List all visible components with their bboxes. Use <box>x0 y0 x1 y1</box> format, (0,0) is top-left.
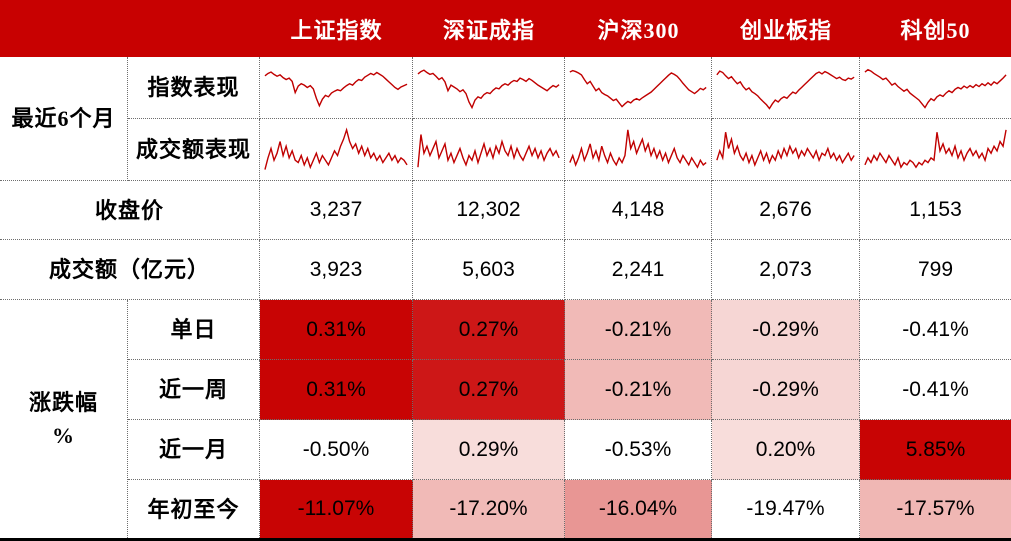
change-value-cell: -0.21% <box>565 300 712 360</box>
change-group-label-text: 涨跌幅 <box>28 390 98 415</box>
row-label-index-performance: 指数表现 <box>128 57 260 119</box>
change-value-cell: 5.85% <box>860 420 1011 480</box>
change-value-cell: -19.47% <box>712 480 860 538</box>
change-row-label-2: 近一月 <box>128 420 260 480</box>
row-label-turnover: 成交额（亿元） <box>0 240 260 300</box>
volume-sparkline-2 <box>565 119 712 181</box>
column-header-3: 创业板指 <box>712 0 860 57</box>
column-header-2: 沪深300 <box>565 0 712 57</box>
change-value-cell: 0.29% <box>413 420 565 480</box>
index-line-chart-3 <box>714 60 857 115</box>
index-performance-sparkline-0 <box>260 57 413 119</box>
change-value-cell: 0.27% <box>413 300 565 360</box>
row-label-close-price: 收盘价 <box>0 181 260 240</box>
volume-line-chart-1 <box>415 122 562 177</box>
index-line-chart-2 <box>567 60 709 115</box>
change-value-cell: -0.29% <box>712 300 860 360</box>
volume-sparkline-3 <box>712 119 860 181</box>
change-row-label-3: 年初至今 <box>128 480 260 538</box>
change-value-cell: 0.27% <box>413 360 565 420</box>
volume-line-chart-0 <box>262 122 410 177</box>
change-value-cell: -16.04% <box>565 480 712 538</box>
change-value-cell: 0.31% <box>260 360 413 420</box>
index-line-chart-1 <box>415 60 562 115</box>
volume-sparkline-4 <box>860 119 1011 181</box>
index-line-chart-0 <box>262 60 410 115</box>
row-group-label-recent-6-months: 最近6个月 <box>0 57 128 181</box>
column-header-4: 科创50 <box>860 0 1011 57</box>
volume-sparkline-0 <box>260 119 413 181</box>
change-value-cell: -0.21% <box>565 360 712 420</box>
change-value-cell: -0.53% <box>565 420 712 480</box>
turnover-value-0: 3,923 <box>260 240 413 300</box>
change-value-cell: -0.29% <box>712 360 860 420</box>
row-label-volume-performance: 成交额表现 <box>128 119 260 181</box>
index-performance-sparkline-3 <box>712 57 860 119</box>
change-value-cell: 0.20% <box>712 420 860 480</box>
index-performance-sparkline-2 <box>565 57 712 119</box>
change-value-cell: -17.57% <box>860 480 1011 538</box>
volume-line-chart-2 <box>567 122 709 177</box>
turnover-value-3: 2,073 <box>712 240 860 300</box>
index-line-chart-4 <box>862 60 1009 115</box>
index-performance-sparkline-1 <box>413 57 565 119</box>
close-price-value-2: 4,148 <box>565 181 712 240</box>
header-empty-corner <box>0 0 260 57</box>
volume-line-chart-3 <box>714 122 857 177</box>
change-value-cell: -17.20% <box>413 480 565 538</box>
turnover-value-4: 799 <box>860 240 1011 300</box>
turnover-value-1: 5,603 <box>413 240 565 300</box>
index-performance-sparkline-4 <box>860 57 1011 119</box>
close-price-value-1: 12,302 <box>413 181 565 240</box>
change-group-label-percent-sign: % <box>52 423 75 448</box>
column-header-0: 上证指数 <box>260 0 413 57</box>
change-value-cell: 0.31% <box>260 300 413 360</box>
row-group-label-change-pct: 涨跌幅 % <box>0 300 128 538</box>
close-price-value-0: 3,237 <box>260 181 413 240</box>
close-price-value-3: 2,676 <box>712 181 860 240</box>
change-value-cell: -0.50% <box>260 420 413 480</box>
change-row-label-1: 近一周 <box>128 360 260 420</box>
column-header-1: 深证成指 <box>413 0 565 57</box>
close-price-value-4: 1,153 <box>860 181 1011 240</box>
turnover-value-2: 2,241 <box>565 240 712 300</box>
change-value-cell: -11.07% <box>260 480 413 538</box>
volume-sparkline-1 <box>413 119 565 181</box>
change-row-label-0: 单日 <box>128 300 260 360</box>
volume-line-chart-4 <box>862 122 1009 177</box>
change-value-cell: -0.41% <box>860 300 1011 360</box>
change-value-cell: -0.41% <box>860 360 1011 420</box>
